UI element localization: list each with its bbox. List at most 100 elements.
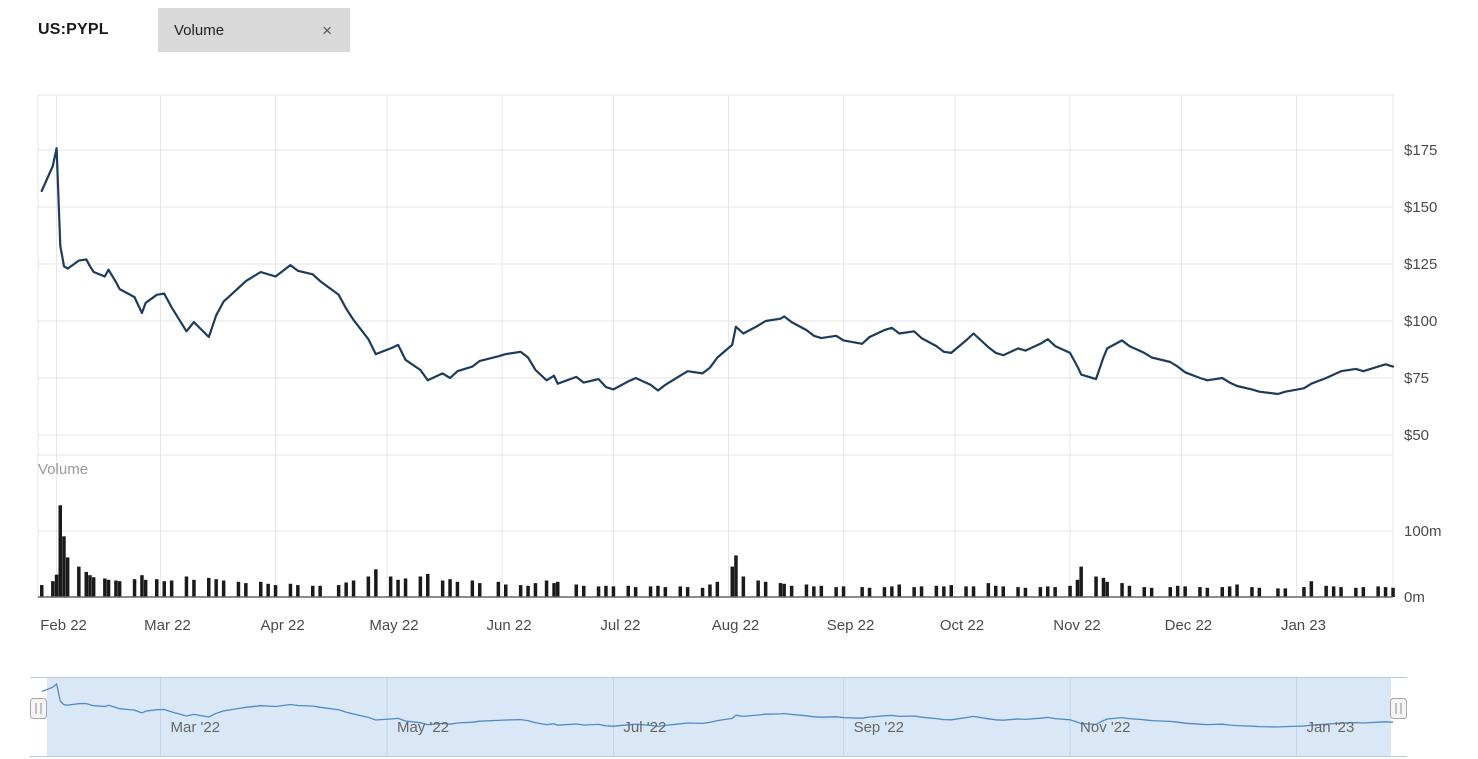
volume-bar xyxy=(221,580,226,597)
volume-bar xyxy=(804,584,809,597)
chart-plot-area[interactable] xyxy=(38,95,1393,597)
volume-bar xyxy=(426,573,430,597)
volume-bar xyxy=(756,580,760,597)
volume-bar xyxy=(867,587,872,597)
volume-bar xyxy=(715,581,720,597)
volume-bar xyxy=(504,584,508,597)
volume-bar xyxy=(351,580,356,597)
volume-bar xyxy=(273,585,278,597)
volume-bar xyxy=(1175,585,1180,597)
volume-bar xyxy=(1250,587,1254,597)
volume-bar xyxy=(971,586,976,597)
price-axis-label: $75 xyxy=(1404,370,1429,387)
volume-bar xyxy=(663,587,668,597)
volume-bar xyxy=(648,586,653,597)
volume-bar xyxy=(1198,587,1202,597)
volume-bar xyxy=(552,583,556,597)
volume-bar xyxy=(1038,587,1043,597)
navigator-month-label: Jul '22 xyxy=(623,719,666,736)
volume-bar xyxy=(734,555,738,597)
volume-bar xyxy=(244,583,248,597)
navigator-month-label: May '22 xyxy=(397,719,449,736)
indicator-chip-label: Volume xyxy=(174,21,225,39)
navigator-month-label: Mar '22 xyxy=(171,719,221,736)
volume-bar xyxy=(741,576,746,597)
volume-bar xyxy=(934,585,939,597)
volume-bar xyxy=(819,585,824,597)
volume-bar xyxy=(1324,585,1328,597)
volume-bar xyxy=(448,579,452,597)
volume-bar xyxy=(214,579,218,597)
volume-bar xyxy=(1205,587,1210,597)
volume-bar xyxy=(440,580,445,597)
volume-bar xyxy=(318,585,322,597)
chip-close-icon[interactable]: × xyxy=(322,20,332,40)
x-axis-month-label: Mar 22 xyxy=(144,617,191,634)
volume-bar xyxy=(1220,587,1224,597)
volume-bar xyxy=(403,578,408,597)
volume-bar xyxy=(949,585,953,597)
volume-bar xyxy=(259,581,263,597)
volume-bar xyxy=(834,587,838,597)
volume-bar xyxy=(140,575,144,597)
volume-bar xyxy=(51,581,55,597)
volume-bar xyxy=(336,585,341,597)
volume-bar xyxy=(604,585,608,597)
volume-bar xyxy=(1094,576,1098,597)
volume-bar xyxy=(65,557,70,597)
x-axis-month-label: Jan 23 xyxy=(1281,617,1326,634)
navigator-handle-left[interactable] xyxy=(30,698,47,719)
volume-bar xyxy=(62,536,66,597)
volume-bar xyxy=(708,584,712,597)
volume-bar xyxy=(496,581,501,597)
volume-bar xyxy=(633,587,638,597)
volume-bar xyxy=(236,581,241,597)
volume-bar xyxy=(478,583,482,597)
volume-bar xyxy=(1354,587,1358,597)
navigator-selected-range[interactable] xyxy=(47,677,1391,757)
volume-bar xyxy=(1075,579,1080,597)
x-axis-month-label: Sep 22 xyxy=(827,617,875,634)
volume-bar xyxy=(1331,586,1336,597)
volume-bar xyxy=(685,587,690,597)
volume-bar xyxy=(700,587,705,597)
volume-bar xyxy=(418,576,423,597)
volume-bar xyxy=(763,581,768,597)
volume-bar xyxy=(396,579,400,597)
volume-bar xyxy=(117,581,122,597)
navigator-handle-right[interactable] xyxy=(1390,698,1407,719)
volume-bar xyxy=(611,586,616,597)
volume-bar xyxy=(106,579,111,597)
navigator-month-label: Nov '22 xyxy=(1080,719,1130,736)
volume-bar xyxy=(288,583,293,597)
volume-bar xyxy=(1183,586,1187,597)
volume-bar xyxy=(1361,587,1366,597)
volume-bar xyxy=(455,581,460,597)
volume-bar xyxy=(1105,581,1109,597)
volume-axis-label: 100m xyxy=(1404,523,1442,540)
volume-bar xyxy=(778,583,783,597)
volume-bar xyxy=(1068,585,1072,597)
volume-bar xyxy=(596,586,601,597)
x-axis-month-label: Aug 22 xyxy=(712,617,760,634)
volume-bar xyxy=(1016,587,1020,597)
volume-bar xyxy=(897,584,901,597)
volume-bar xyxy=(1227,586,1232,597)
volume-bar xyxy=(114,580,118,597)
volume-bar xyxy=(860,587,864,597)
volume-bar xyxy=(1168,587,1172,597)
volume-bar xyxy=(1235,584,1239,597)
volume-bar xyxy=(1283,588,1288,597)
volume-bar xyxy=(986,583,991,597)
price-axis-label: $50 xyxy=(1404,427,1429,444)
x-axis-month-label: Apr 22 xyxy=(260,617,304,634)
symbol-label: US:PYPL xyxy=(38,21,109,38)
volume-indicator-chip[interactable]: Volume × xyxy=(158,8,350,52)
volume-bar xyxy=(994,585,998,597)
volume-bar xyxy=(1309,581,1314,597)
volume-bar xyxy=(544,580,549,597)
volume-bar xyxy=(388,576,393,597)
volume-bar xyxy=(1302,587,1306,597)
